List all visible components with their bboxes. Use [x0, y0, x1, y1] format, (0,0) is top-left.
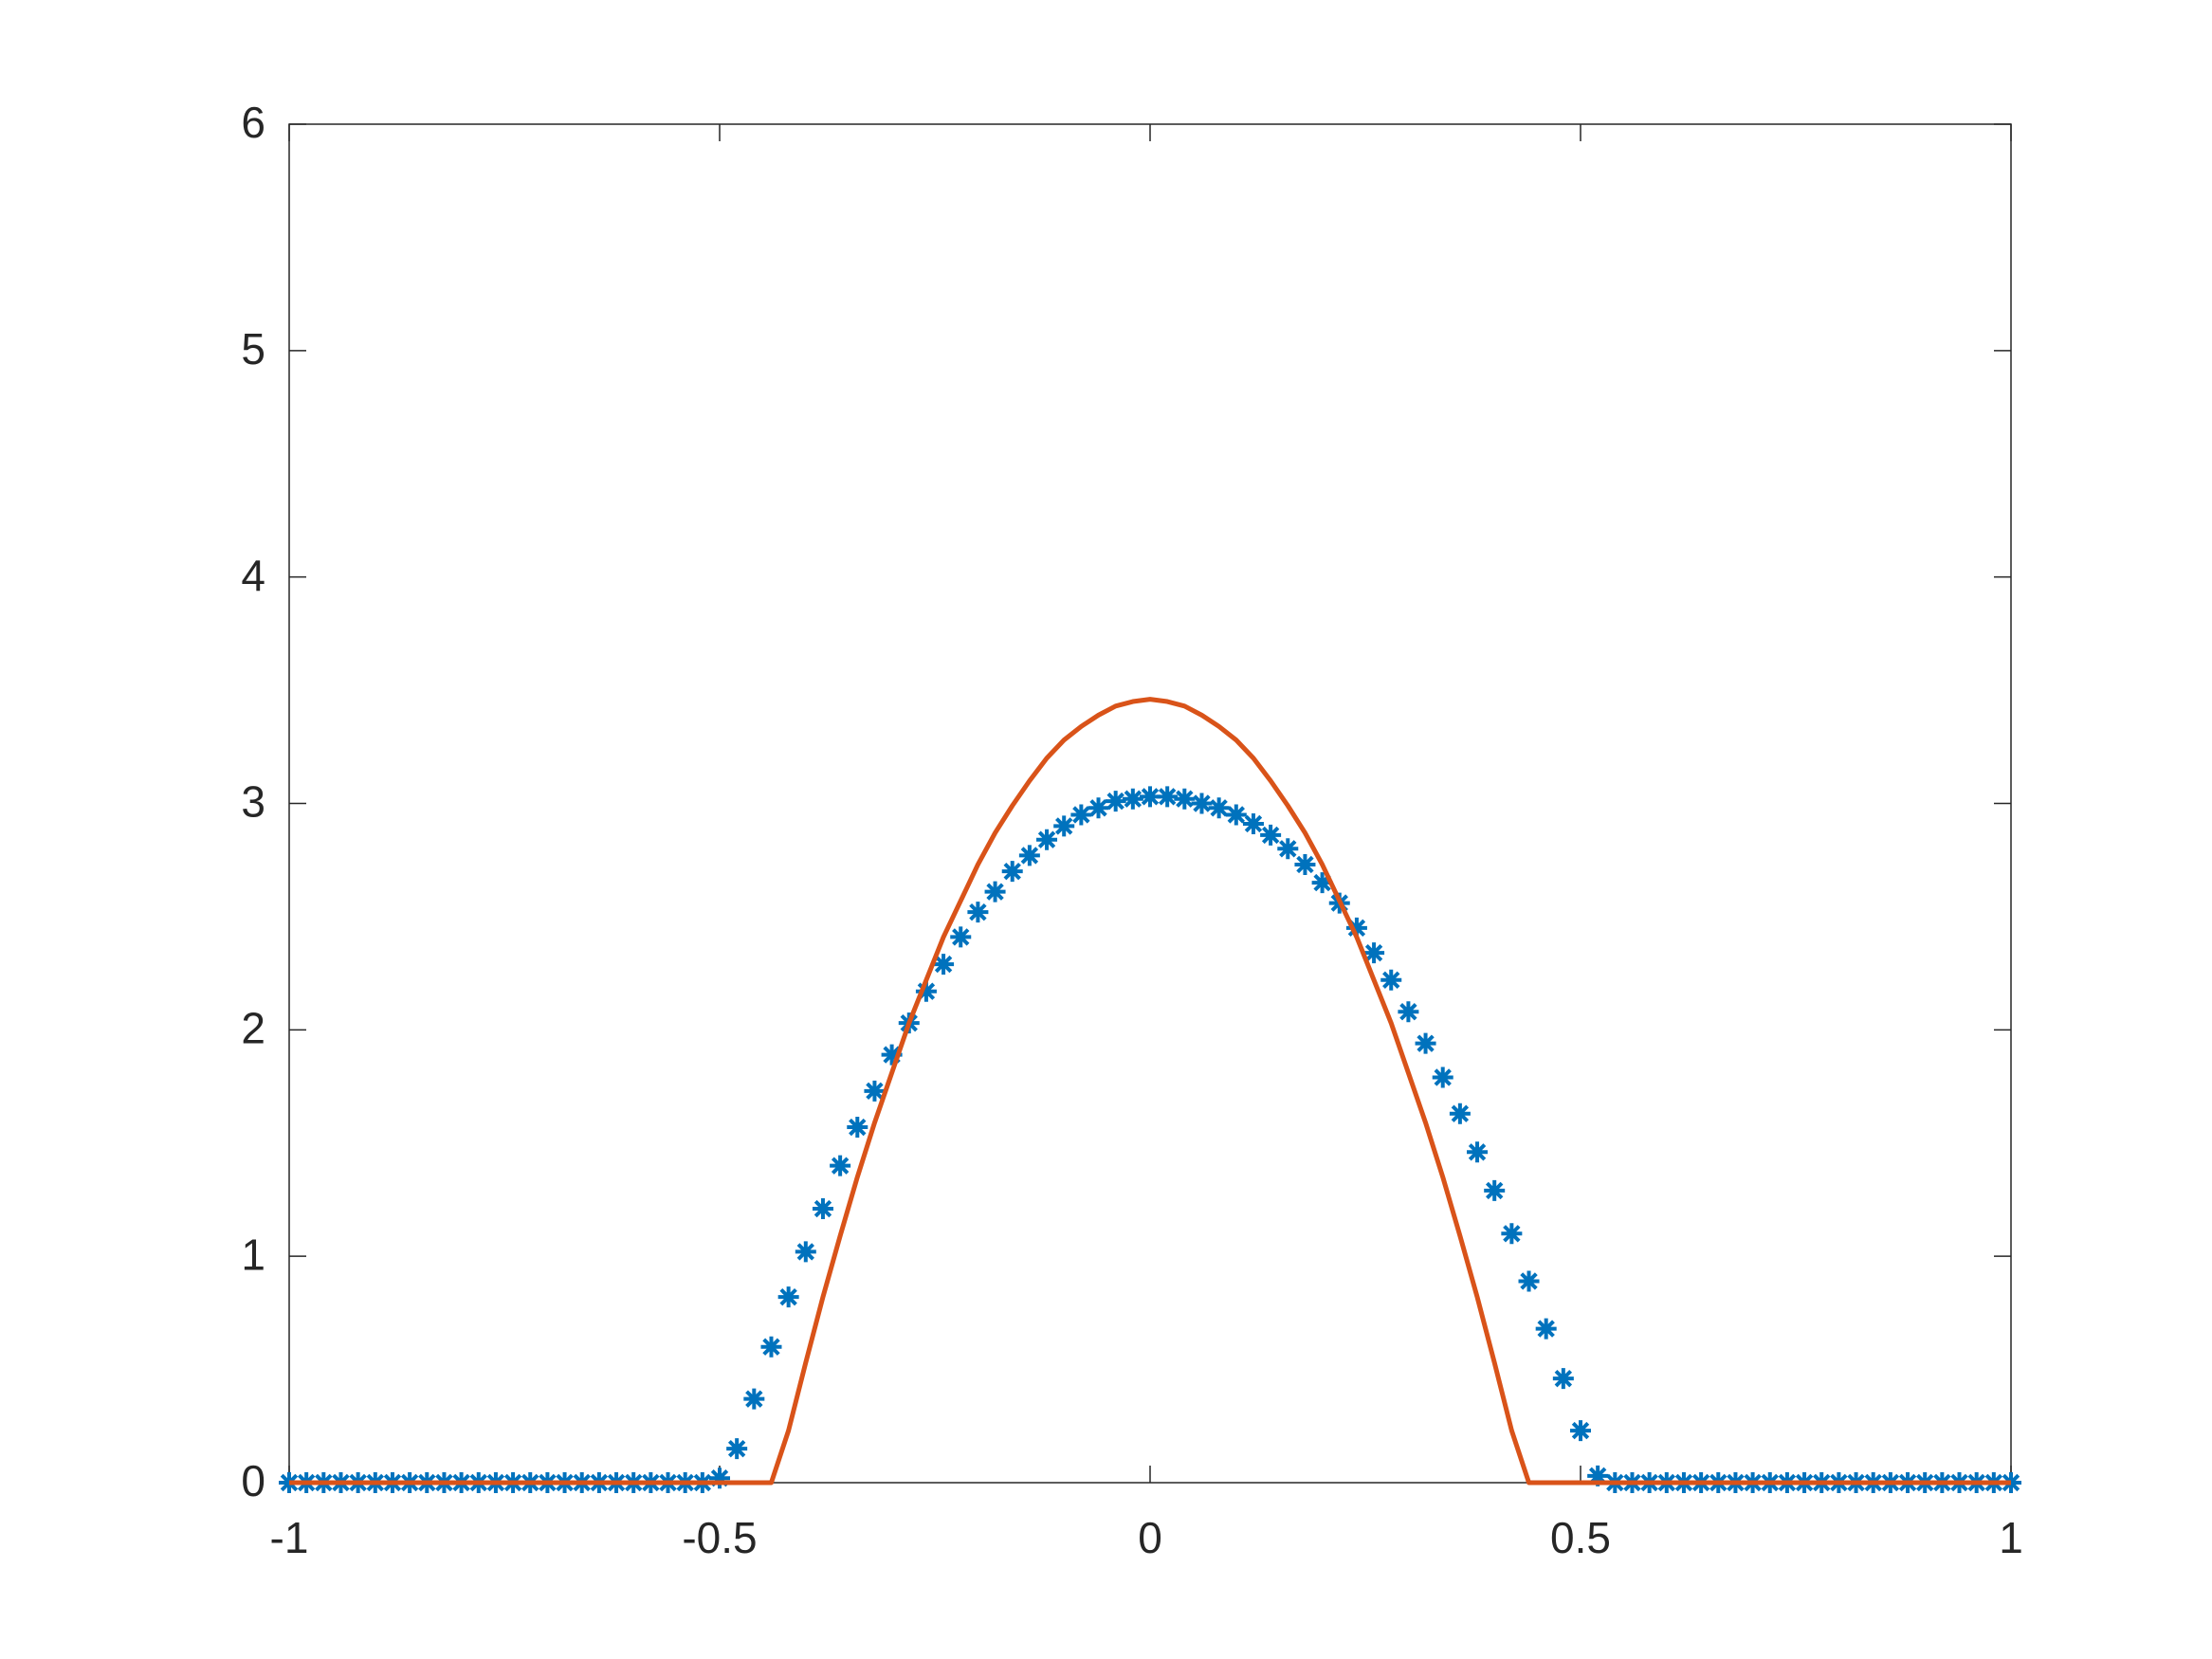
asterisk-marker [1036, 829, 1058, 850]
asterisk-marker [881, 1044, 903, 1066]
asterisk-marker [1260, 824, 1282, 846]
asterisk-marker [1294, 853, 1316, 875]
asterisk-marker [1501, 1223, 1523, 1245]
asterisk-marker [1311, 872, 1333, 894]
asterisk-marker [1191, 793, 1213, 814]
asterisk-marker [1587, 1465, 1609, 1486]
asterisk-marker [1552, 1368, 1574, 1390]
asterisk-marker [1157, 786, 1179, 808]
asterisk-marker [984, 881, 1006, 902]
asterisk-marker [950, 926, 972, 948]
asterisk-marker [795, 1241, 816, 1263]
asterisk-marker [743, 1388, 765, 1410]
asterisk-marker [1105, 791, 1126, 812]
asterisk-marker [830, 1155, 851, 1176]
series-line [289, 697, 2011, 1486]
asterisk-marker [1570, 1420, 1591, 1442]
y-tick-label: 4 [241, 551, 265, 600]
asterisk-marker [967, 902, 989, 923]
asterisk-marker [1001, 861, 1023, 883]
asterisk-marker [1345, 917, 1367, 939]
asterisk-marker [1484, 1179, 1506, 1201]
asterisk-marker [1277, 838, 1299, 860]
asterisk-marker [1242, 812, 1264, 834]
asterisk-marker [760, 1336, 782, 1358]
asterisk-marker [1225, 804, 1247, 826]
asterisk-marker [1122, 788, 1143, 810]
x-tick-label: 0.5 [1550, 1513, 1611, 1562]
asterisk-marker [1415, 1032, 1436, 1054]
asterisk-marker [1398, 1001, 1419, 1023]
y-tick-label: 3 [241, 777, 265, 827]
y-tick-label: 1 [241, 1230, 265, 1279]
asterisk-marker [1208, 797, 1230, 819]
asterisk-marker [1467, 1141, 1489, 1163]
asterisk-marker [1088, 797, 1109, 819]
asterisk-marker [777, 1286, 799, 1308]
x-tick-label: 0 [1138, 1513, 1162, 1562]
asterisk-marker [847, 1117, 868, 1139]
asterisk-marker [1432, 1066, 1453, 1088]
asterisk-marker [1518, 1270, 1540, 1292]
y-tick-label: 2 [241, 1003, 265, 1052]
x-tick-label: -0.5 [682, 1513, 757, 1562]
asterisk-marker [1053, 815, 1075, 837]
asterisk-marker [1070, 804, 1092, 826]
x-tick-label: -1 [270, 1513, 309, 1562]
asterisk-marker [726, 1438, 748, 1460]
asterisk-marker [933, 954, 955, 975]
asterisk-marker [1449, 1103, 1471, 1124]
y-tick-label: 6 [241, 98, 265, 147]
asterisk-marker [1363, 942, 1385, 964]
asterisk-marker [812, 1198, 833, 1220]
y-tick-label: 0 [241, 1456, 265, 1505]
x-tick-label: 1 [1999, 1513, 2023, 1562]
asterisk-marker [1380, 969, 1402, 991]
asterisk-marker [709, 1468, 730, 1489]
asterisk-marker [1018, 845, 1040, 866]
y-tick-label: 5 [241, 324, 265, 374]
asterisk-marker [915, 980, 937, 1002]
asterisk-marker [1174, 788, 1196, 810]
asterisk-marker [864, 1080, 886, 1102]
asterisk-marker [1535, 1318, 1557, 1340]
asterisk-marker [1140, 786, 1161, 808]
